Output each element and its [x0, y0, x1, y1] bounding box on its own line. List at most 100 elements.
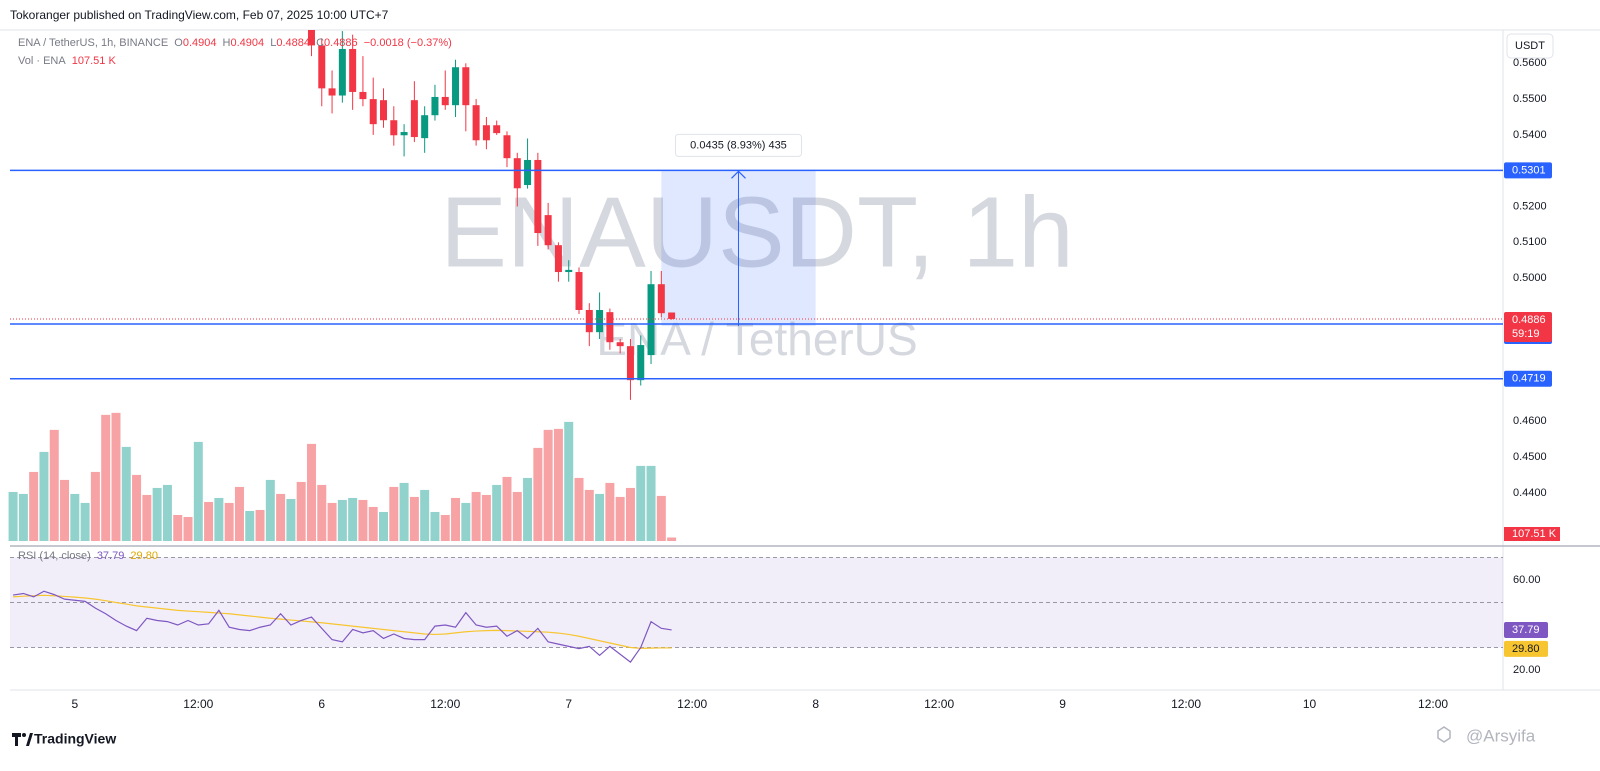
volume-bar [584, 489, 594, 541]
rsi-label-bg [1504, 621, 1548, 638]
volume-bar [286, 498, 296, 541]
rsi-ma-label-bg [1504, 640, 1548, 657]
y-tick-label: 0.5100 [1513, 236, 1547, 248]
volume-bar [348, 497, 358, 541]
rsi-value: 37.79 [96, 550, 125, 562]
volume-bar [502, 476, 512, 541]
high-value: 0.4904 [230, 37, 265, 49]
candle-body [318, 45, 326, 89]
candle-body [400, 132, 408, 136]
candle-body [482, 125, 490, 141]
price-pane [307, 30, 816, 400]
last-price-label-bg [1504, 311, 1552, 342]
open-value: 0.4904 [182, 37, 217, 49]
volume-bar [90, 471, 100, 541]
candle-body [441, 96, 449, 106]
volume-bar [667, 537, 677, 541]
x-tick-label: 8 [812, 697, 819, 711]
candle-body [369, 99, 377, 125]
volume-bar [595, 493, 605, 541]
volume-bar [132, 474, 142, 541]
volume-bar [399, 482, 409, 541]
volume-bar [492, 484, 502, 541]
candle-body [513, 158, 521, 189]
volume-legend: Vol · ENA 107.51 K [18, 55, 119, 67]
candle-body [307, 30, 315, 46]
volume-bar [317, 484, 327, 541]
volume-value: 107.51 K [71, 55, 116, 67]
candle-body [596, 309, 604, 333]
y-tick-label: 60.00 [1513, 574, 1541, 586]
candle-body [524, 159, 532, 186]
volume-bar [337, 499, 347, 541]
candle-body [452, 67, 460, 106]
volume-bar [615, 496, 625, 541]
volume-bar [70, 493, 80, 541]
x-tick-label: 9 [1059, 697, 1066, 711]
candle-body [616, 342, 624, 347]
change: −0.0018 (−0.37%) [363, 37, 452, 49]
candle-body [410, 100, 418, 138]
volume-bar [214, 497, 224, 541]
hline-label: 0.4719 [1512, 373, 1546, 385]
currency-button[interactable]: USDT [1515, 40, 1545, 52]
volume-bar [471, 491, 481, 541]
rsi-legend: RSI (14, close) 37.79 29.80 [18, 550, 161, 562]
candle-body [657, 284, 665, 314]
candle-body [534, 159, 542, 234]
legend-key: C [316, 37, 325, 49]
volume-bar [18, 493, 28, 541]
x-tick-label: 12:00 [1171, 697, 1201, 711]
volume-label-bg [1504, 527, 1560, 541]
y-tick-label: 20.00 [1513, 664, 1541, 676]
volume-bar [636, 465, 646, 541]
volume-bar [29, 471, 39, 541]
x-tick-label: 12:00 [430, 697, 460, 711]
candle-body [637, 345, 645, 381]
rsi-title: RSI (14, close) [18, 550, 91, 562]
volume-bar [656, 495, 666, 541]
countdown: 59:19 [1512, 328, 1540, 340]
candle-body [606, 312, 614, 343]
candle-body [544, 215, 552, 246]
y-tick-label: 0.5400 [1513, 129, 1547, 141]
candle-body [503, 135, 511, 159]
volume-bar [234, 486, 244, 541]
volume-bar [605, 482, 615, 541]
volume-title: Vol · ENA [18, 55, 66, 67]
volume-bar [420, 489, 430, 541]
y-tick-label: 0.5000 [1513, 272, 1547, 284]
volume-bar [152, 487, 162, 541]
volume-bar [101, 414, 111, 541]
volume-bar [49, 429, 59, 541]
volume-bar [430, 511, 440, 541]
rsi-line [12, 590, 672, 663]
volume-bar [553, 428, 563, 541]
measure-label: 0.0435 (8.93%) 435 [690, 139, 787, 151]
volume-bar [481, 494, 491, 541]
x-tick-label: 7 [565, 697, 572, 711]
tradingview-logo [12, 733, 33, 746]
candle-body [565, 269, 573, 273]
candle-body [421, 115, 429, 139]
rsi-ma-label: 29.80 [1512, 643, 1540, 655]
volume-bar [162, 484, 172, 541]
candle-body [647, 284, 655, 356]
volume-bar [121, 446, 131, 541]
volume-bar [8, 491, 18, 541]
currency-button-bg [1506, 33, 1554, 59]
y-tick-label: 0.4400 [1513, 487, 1547, 499]
volume-bar [512, 491, 522, 541]
volume-bar [564, 421, 574, 541]
volume-bar [625, 487, 635, 541]
volume-bar [543, 429, 553, 541]
y-tick-label: 0.5200 [1513, 200, 1547, 212]
rsi-line [13, 594, 672, 649]
volume-bar [461, 502, 471, 541]
candle-body [359, 91, 367, 100]
volume-bar [245, 510, 255, 541]
volume-bar [368, 506, 378, 541]
volume-bar [255, 509, 265, 541]
x-tick-label: 5 [71, 697, 78, 711]
